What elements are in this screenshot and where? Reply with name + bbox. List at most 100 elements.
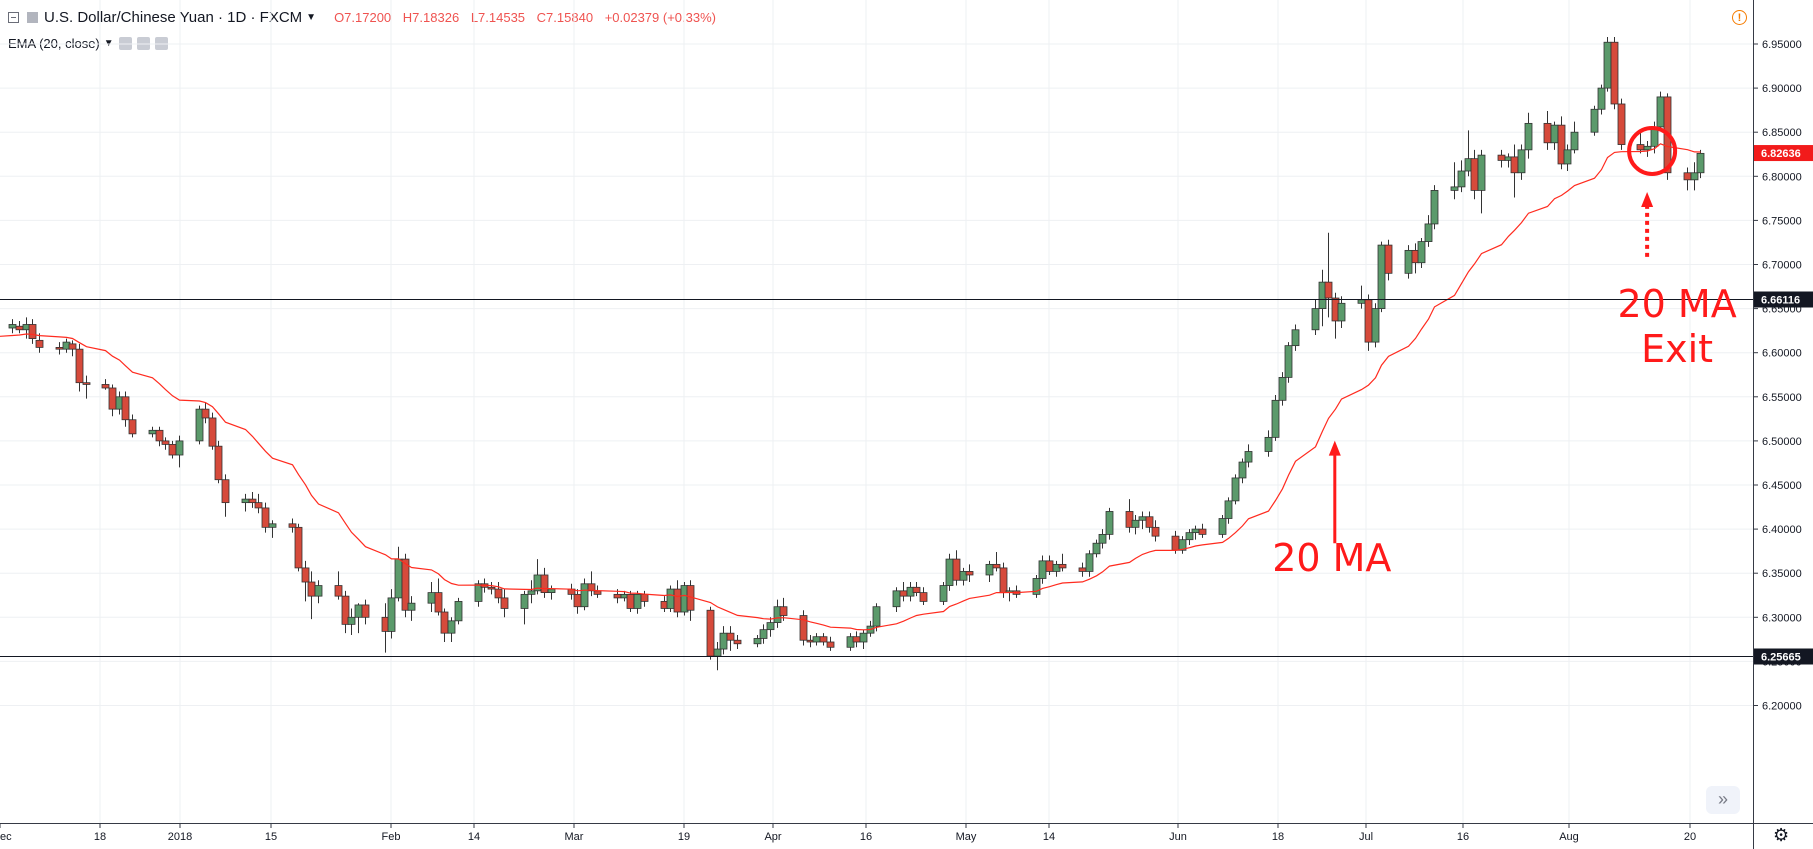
open-value: O7.17200	[334, 10, 392, 25]
candle-body	[1557, 124, 1566, 165]
x-tick-label: 18	[94, 831, 106, 843]
scroll-right-icon[interactable]: »	[1706, 786, 1740, 814]
candle-body	[1636, 144, 1645, 151]
candle-body	[1510, 156, 1519, 174]
candle-body	[1151, 526, 1160, 537]
x-tick-label: 2018	[168, 831, 192, 843]
gear-icon[interactable]: ⚙	[1773, 825, 1790, 845]
candle-body	[1032, 578, 1041, 595]
annotation-circle	[1627, 125, 1678, 176]
candle-body	[812, 636, 821, 643]
chart-legend: U.S. Dollar/Chinese Yuan · 1D · FXCM ▼ O…	[8, 9, 724, 26]
candle-body	[1384, 244, 1393, 274]
candle-body	[726, 632, 735, 641]
candle-body	[1291, 329, 1300, 347]
candle-body	[872, 606, 881, 627]
y-tick-label: 6.70000	[1762, 260, 1802, 272]
candle-body	[1038, 560, 1047, 579]
candle-body	[301, 567, 310, 583]
y-tick-label: 6.45000	[1762, 480, 1802, 492]
candle-body	[82, 382, 91, 385]
chevron-down-icon[interactable]: ▼	[306, 12, 317, 23]
candle-body	[494, 588, 503, 599]
y-tick-label: 6.35000	[1762, 568, 1802, 580]
last-price-label-bg	[1754, 145, 1813, 162]
candle-body	[540, 574, 549, 594]
candle-body	[1284, 345, 1293, 378]
candle-body	[1231, 477, 1240, 502]
candle-body	[1696, 152, 1705, 174]
candle-body	[354, 604, 363, 618]
change-value: +0.02379 (+0.33%)	[604, 10, 716, 25]
x-tick-label: Apr	[764, 831, 781, 843]
level-price-label: 6.66116	[1761, 295, 1800, 307]
candle-body	[965, 571, 974, 576]
candle-body	[28, 324, 37, 339]
candle-body	[992, 563, 1001, 569]
y-tick-label: 6.40000	[1762, 524, 1802, 536]
candle-body	[1171, 535, 1180, 551]
x-tick-label: Jun	[1169, 831, 1187, 843]
candle-body	[1570, 131, 1579, 151]
x-tick-label: Aug	[1559, 831, 1579, 843]
candle-body	[487, 586, 496, 590]
level-price-label-bg	[1754, 291, 1813, 308]
candle-body	[766, 622, 775, 631]
exit-annotation-arrow-head	[1641, 191, 1654, 207]
level-price-label: 6.25665	[1761, 652, 1801, 664]
candle-body	[440, 611, 449, 634]
candle-body	[1357, 299, 1366, 304]
candle-body	[55, 347, 64, 350]
candle-body	[1430, 190, 1439, 225]
candle-body	[859, 632, 868, 643]
candle-body	[361, 604, 370, 618]
candle-body	[1271, 399, 1280, 438]
candle-body	[1078, 567, 1087, 572]
candle-body	[1092, 542, 1101, 555]
x-tick-label: ec	[0, 831, 12, 843]
candle-body	[108, 387, 117, 410]
warning-icon[interactable]: !	[1732, 10, 1747, 25]
annotation-arrow-head	[1328, 440, 1341, 456]
symbol-title[interactable]: U.S. Dollar/Chinese Yuan · 1D · FXCM	[44, 9, 303, 26]
candle-body	[447, 620, 456, 634]
candle-body	[1404, 249, 1413, 274]
minimize-icon[interactable]	[8, 12, 19, 23]
candle-body	[288, 523, 297, 528]
candle-body	[168, 444, 177, 456]
candle-body	[500, 597, 509, 609]
candle-body	[1477, 154, 1486, 191]
candle-body	[8, 324, 17, 329]
candle-body	[547, 588, 556, 594]
candle-body	[626, 593, 635, 609]
candle-body	[1417, 241, 1426, 264]
candle-body	[666, 588, 675, 609]
candle-body	[121, 396, 130, 421]
candle-body	[221, 479, 230, 504]
candle-body	[1198, 528, 1207, 535]
candle-body	[919, 592, 928, 602]
candle-body	[195, 408, 204, 442]
candle-body	[999, 567, 1008, 594]
x-tick-label: 20	[1684, 831, 1696, 843]
candle-body	[1603, 41, 1612, 89]
candle-body	[673, 588, 682, 613]
candle-body	[520, 593, 529, 609]
candle-body	[1145, 516, 1154, 528]
candle-body	[959, 571, 968, 581]
candle-body	[101, 384, 110, 389]
x-tick-label: 14	[1043, 831, 1055, 843]
candle-body	[1191, 528, 1200, 534]
candle-body	[1643, 145, 1652, 151]
candle-body	[254, 502, 263, 509]
y-tick-label: 6.90000	[1762, 83, 1802, 95]
candle-body	[1105, 511, 1114, 535]
x-tick-label: Jul	[1359, 831, 1373, 843]
candle-body	[899, 590, 908, 597]
y-tick-label: 6.30000	[1762, 612, 1802, 624]
candle-body	[1656, 96, 1665, 128]
candle-body	[434, 592, 443, 613]
candle-body	[892, 590, 901, 608]
y-tick-label: 6.80000	[1762, 171, 1802, 183]
